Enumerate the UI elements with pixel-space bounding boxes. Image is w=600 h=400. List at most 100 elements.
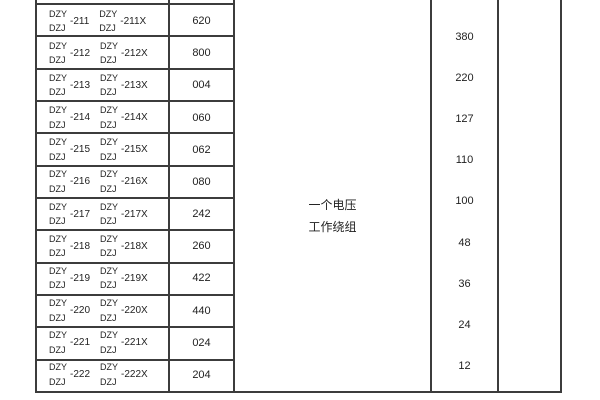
model-base: DZY DZJ -216 <box>49 167 90 196</box>
column-divider-model-code <box>168 0 170 393</box>
model-prefix-stack: DZY DZJ <box>100 71 118 100</box>
model-prefix-bottom: DZJ <box>100 280 117 291</box>
model-x-variant: DZY DZJ -212X <box>100 39 148 68</box>
code-cell: 242 <box>192 208 211 221</box>
voltage-value: 110 <box>455 154 474 167</box>
model-prefix-stack: DZY DZJ <box>100 200 118 229</box>
model-prefix-bottom: DZJ <box>100 119 117 130</box>
code-cell: 422 <box>192 272 211 285</box>
model-x-variant: DZY DZJ -221X <box>100 328 148 357</box>
model-x-suffix: -212X <box>121 47 148 59</box>
model-prefix-bottom: DZJ <box>100 55 117 66</box>
model-prefix-stack: DZY DZJ <box>49 167 67 196</box>
model-prefix-stack: DZY DZJ <box>49 7 67 36</box>
model-x-variant: DZY DZJ -211X <box>99 7 146 36</box>
relay-spec-table: DZY DZJ -211 DZY DZJ -211X DZY DZJ <box>35 0 562 393</box>
model-prefix-top: DZY <box>100 105 119 116</box>
model-prefix-bottom: DZJ <box>49 216 66 227</box>
model-base: DZY DZJ -212 <box>49 39 90 68</box>
voltage-value: 100 <box>455 195 474 208</box>
voltage-value: 127 <box>455 112 474 125</box>
model-x-suffix: -220X <box>121 305 148 317</box>
model-row: DZY DZJ -217 DZY DZJ -217X <box>37 198 168 230</box>
model-prefix-top: DZY <box>49 330 67 341</box>
model-prefix-stack: DZY DZJ <box>100 328 118 357</box>
voltage-column: 380 220 127 110 100 48 36 24 12 <box>432 0 497 391</box>
model-prefix-top: DZY <box>100 201 119 212</box>
model-x-variant: DZY DZJ -213X <box>100 71 148 100</box>
model-base: DZY DZJ -222 <box>49 360 90 389</box>
model-suffix: -218 <box>70 240 91 252</box>
row-divider <box>35 261 235 264</box>
model-x-suffix: -222X <box>121 369 148 381</box>
model-prefix-bottom: DZJ <box>49 183 66 194</box>
model-prefix-bottom: DZJ <box>49 280 66 291</box>
model-row: DZY DZJ -213 DZY DZJ -213X <box>37 69 168 101</box>
model-prefix-top: DZY <box>100 40 119 51</box>
model-prefix-stack: DZY DZJ <box>49 328 67 357</box>
model-base: DZY DZJ -218 <box>49 232 90 261</box>
model-prefix-stack: DZY DZJ <box>100 264 118 293</box>
model-x-suffix: -214X <box>121 112 148 124</box>
row-divider <box>35 326 235 329</box>
model-base: DZY DZJ -221 <box>49 328 90 357</box>
code-cell: 620 <box>192 15 211 28</box>
model-x-variant: DZY DZJ -217X <box>100 200 148 229</box>
model-prefix-bottom: DZJ <box>49 344 66 355</box>
model-base: DZY DZJ -220 <box>49 296 90 325</box>
model-prefix-stack: DZY DZJ <box>49 232 67 261</box>
model-x-suffix: -213X <box>121 79 148 91</box>
model-prefix-top: DZY <box>49 233 67 244</box>
row-divider <box>35 100 235 102</box>
model-row: DZY DZJ -221 DZY DZJ -221X <box>37 327 168 359</box>
model-suffix: -222 <box>70 369 91 381</box>
voltage-value: 48 <box>458 236 471 249</box>
model-prefix-top: DZY <box>100 362 119 373</box>
model-x-suffix: -218X <box>121 240 148 252</box>
model-prefix-stack: DZY DZJ <box>49 71 67 100</box>
model-prefix-stack: DZY DZJ <box>100 167 118 196</box>
model-x-variant: DZY DZJ -215X <box>100 135 148 164</box>
model-prefix-top: DZY <box>49 8 67 19</box>
model-prefix-top: DZY <box>100 137 119 148</box>
model-prefix-top: DZY <box>100 265 119 276</box>
model-prefix-bottom: DZJ <box>99 23 116 34</box>
model-prefix-top: DZY <box>100 330 119 341</box>
code-column: 620 800 004 060 062 080 242 260 422 440 024 204 <box>170 5 233 391</box>
model-prefix-bottom: DZJ <box>49 248 66 259</box>
voltage-value: 36 <box>458 277 471 290</box>
model-suffix: -216 <box>70 176 91 188</box>
model-x-variant: DZY DZJ -220X <box>100 296 148 325</box>
model-suffix: -215 <box>70 144 91 156</box>
model-prefix-stack: DZY DZJ <box>49 200 67 229</box>
model-prefix-bottom: DZJ <box>49 87 66 98</box>
model-suffix: -212 <box>70 47 91 59</box>
model-prefix-bottom: DZJ <box>49 23 66 34</box>
model-prefix-top: DZY <box>49 105 67 116</box>
model-row: DZY DZJ -220 DZY DZJ -220X <box>37 295 168 327</box>
model-prefix-bottom: DZJ <box>100 216 117 227</box>
row-divider <box>35 132 235 135</box>
model-suffix: -211 <box>70 15 90 27</box>
model-row: DZY DZJ -222 DZY DZJ -222X <box>37 359 168 391</box>
model-prefix-stack: DZY DZJ <box>49 360 67 389</box>
model-prefix-top: DZY <box>100 169 119 180</box>
model-x-variant: DZY DZJ -222X <box>100 360 148 389</box>
model-prefix-stack: DZY DZJ <box>100 232 118 261</box>
model-suffix: -221 <box>70 337 91 349</box>
row-divider <box>35 197 235 199</box>
column-divider-voltage-empty <box>497 0 499 393</box>
model-x-suffix: -217X <box>121 208 148 220</box>
model-base: DZY DZJ -214 <box>49 103 90 132</box>
model-suffix: -220 <box>70 305 91 317</box>
model-row: DZY DZJ -211 DZY DZJ -211X <box>37 5 168 37</box>
empty-column <box>499 0 560 391</box>
model-prefix-stack: DZY DZJ <box>49 39 67 68</box>
model-suffix: -214 <box>70 112 91 124</box>
model-prefix-stack: DZY DZJ <box>100 360 118 389</box>
voltage-value: 380 <box>455 30 474 43</box>
model-prefix-top: DZY <box>49 137 67 148</box>
model-x-variant: DZY DZJ -214X <box>100 103 148 132</box>
model-prefix-stack: DZY DZJ <box>99 7 117 36</box>
